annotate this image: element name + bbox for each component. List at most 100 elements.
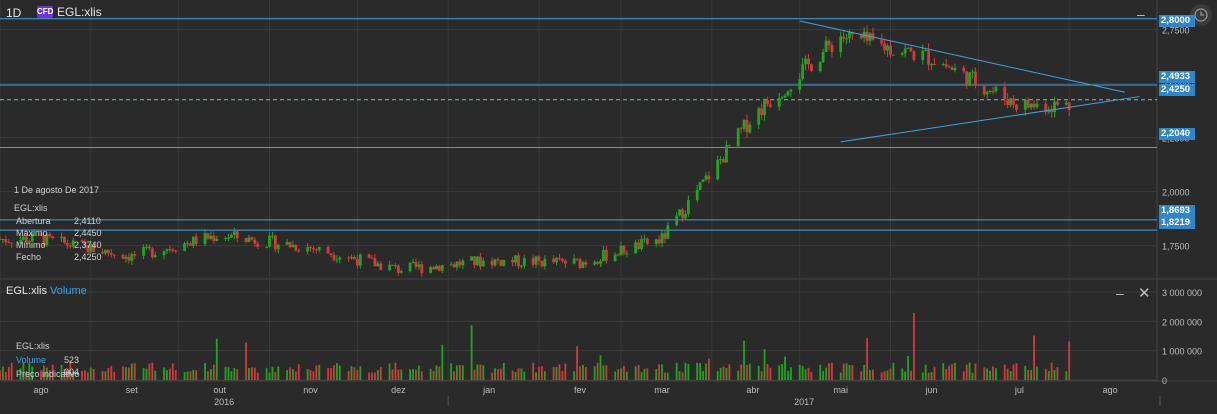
price-tag-2204[interactable]: 2,2040	[1159, 128, 1195, 140]
clock-icon[interactable]	[1190, 4, 1212, 26]
candle-body	[1032, 103, 1036, 108]
candle-body	[892, 54, 895, 56]
price-tag-1822[interactable]: 1,8219	[1159, 217, 1195, 229]
candle-body	[748, 124, 752, 133]
price-tag-1869[interactable]: 1,8693	[1159, 205, 1195, 217]
candle-body	[309, 247, 312, 249]
minus-icon[interactable]: –	[1116, 285, 1124, 301]
candle-body	[701, 179, 705, 183]
month-label: ago	[33, 385, 48, 395]
volume-bar	[253, 367, 256, 380]
volume-bar	[620, 368, 622, 380]
candle-body	[432, 267, 435, 270]
candle-body	[276, 244, 280, 250]
candle-body	[391, 264, 394, 266]
volume-bar	[801, 365, 804, 380]
volume-bar	[113, 371, 116, 380]
volume-bar	[889, 368, 892, 380]
volume-bar	[602, 365, 605, 380]
trendline	[799, 20, 1125, 93]
volume-tick-label: 0	[1162, 376, 1167, 386]
minus-icon[interactable]: –	[1137, 6, 1145, 22]
candle-body	[900, 53, 904, 55]
candle-body	[757, 108, 761, 125]
volume-bar	[256, 372, 259, 380]
volume-bar	[456, 365, 458, 380]
volume-bar	[66, 369, 69, 380]
volume-bar	[4, 371, 7, 380]
volume-bar	[230, 371, 233, 380]
candle-body	[335, 259, 339, 261]
trendlines[interactable]	[799, 20, 1140, 143]
close-icon[interactable]: ✕	[1138, 285, 1151, 302]
volume-bar	[189, 371, 192, 380]
volume-bar	[538, 366, 540, 380]
volume-bar	[804, 369, 807, 380]
candle-body	[194, 236, 198, 245]
candle-body	[1053, 101, 1056, 113]
interval-label[interactable]: 1D	[6, 6, 22, 20]
volume-bar	[746, 364, 748, 380]
candle-body	[859, 34, 863, 39]
volume-bar	[48, 369, 51, 380]
candle-body	[7, 242, 11, 244]
volume-bar	[245, 342, 247, 380]
volume-bar	[0, 370, 1, 380]
candle-body	[777, 98, 781, 107]
volume-bar	[992, 366, 994, 380]
horizontal-levels[interactable]	[0, 18, 1157, 231]
symbol-title[interactable]: EGL:xlis	[57, 5, 102, 19]
price-tag-2493[interactable]: 2,4933	[1159, 71, 1195, 83]
volume-bar	[860, 371, 863, 380]
price-tag-2800[interactable]: 2,8000	[1159, 15, 1195, 27]
candle-body	[203, 233, 207, 245]
candle-body	[358, 254, 362, 266]
candle-body	[619, 245, 623, 256]
month-label: set	[126, 385, 139, 395]
volume-bar	[22, 362, 25, 380]
volume-bar	[127, 367, 130, 380]
candle-body	[1067, 102, 1071, 111]
candle-body	[1006, 99, 1010, 106]
volume-bar	[277, 366, 280, 380]
candle-body	[599, 261, 602, 264]
candle-body	[517, 255, 520, 267]
volume-bar	[810, 372, 813, 380]
volume-bar	[359, 366, 362, 380]
candle-body	[476, 256, 479, 266]
candle-body	[654, 239, 658, 244]
candle-body	[686, 200, 690, 214]
candle-body	[534, 256, 538, 265]
candle-body	[769, 104, 772, 107]
candle-body	[4, 239, 8, 243]
volume-bar	[769, 367, 772, 380]
volume-bar	[412, 369, 414, 380]
price-tag-last[interactable]: 2,4250	[1159, 84, 1195, 96]
volume-bar	[1009, 371, 1012, 380]
volume-bar	[643, 368, 646, 380]
candle-body	[235, 231, 239, 239]
candle-body	[326, 246, 330, 254]
volume-bar	[1056, 367, 1059, 380]
candle-body	[645, 238, 649, 244]
candle-body	[63, 236, 66, 243]
volume-bar	[148, 363, 151, 380]
volume-bar	[681, 372, 684, 380]
candle-body	[675, 215, 679, 226]
candle-body	[640, 239, 643, 250]
candle-body	[458, 261, 462, 266]
volume-bar	[376, 370, 379, 380]
volume-bar	[623, 365, 625, 380]
month-label: ago	[1103, 385, 1118, 395]
volume-bar	[368, 372, 370, 380]
volume-bar	[989, 370, 992, 380]
candle-body	[543, 258, 547, 267]
volume-bar	[374, 372, 376, 380]
candle-body	[232, 231, 236, 235]
volume-bar	[192, 369, 195, 380]
candle-body	[429, 267, 433, 273]
volume-bar	[924, 364, 927, 380]
candle-body	[766, 100, 769, 105]
volume-bar	[646, 368, 649, 380]
